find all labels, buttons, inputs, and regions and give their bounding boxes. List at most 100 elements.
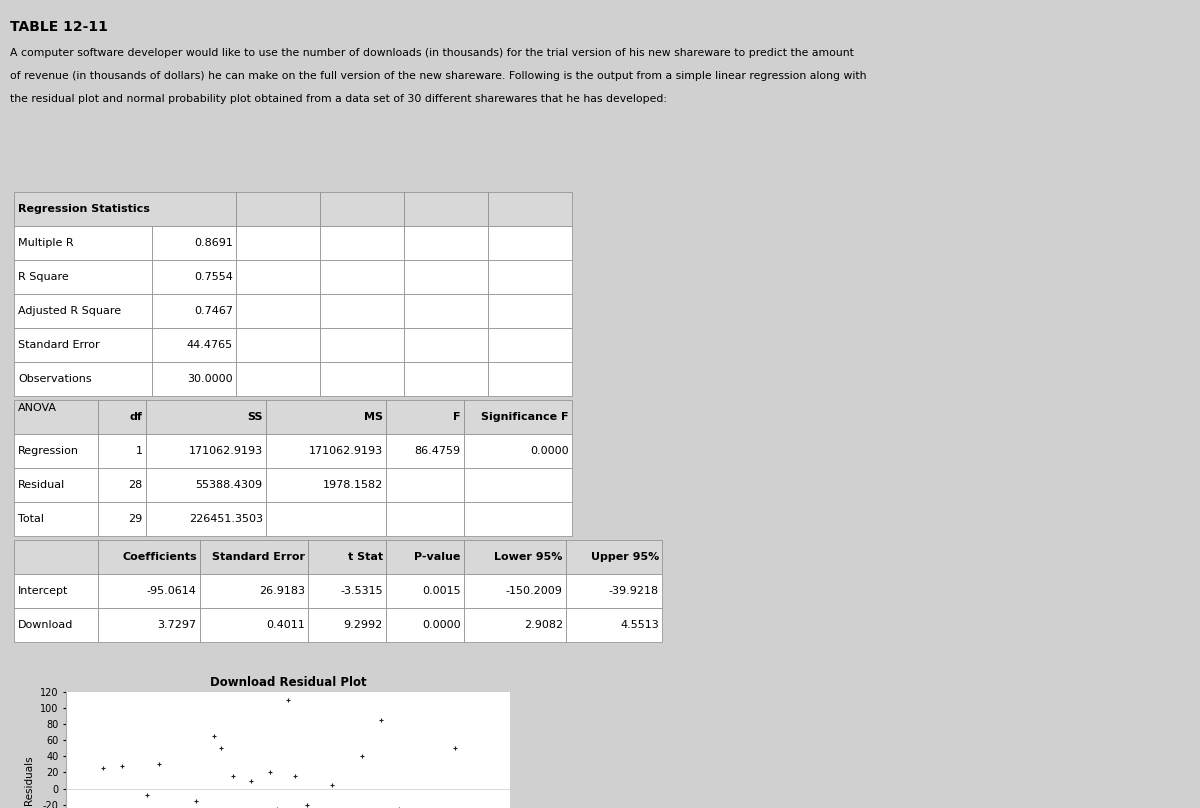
Bar bbox=[320, 192, 404, 226]
Bar bbox=[200, 574, 308, 608]
Point bbox=[323, 778, 342, 791]
Bar bbox=[98, 400, 146, 434]
Text: -39.9218: -39.9218 bbox=[608, 586, 659, 595]
Bar bbox=[14, 294, 152, 328]
Point bbox=[296, 798, 316, 808]
Bar bbox=[236, 260, 320, 294]
Bar bbox=[146, 400, 266, 434]
Bar bbox=[200, 540, 308, 574]
Text: TABLE 12-11: TABLE 12-11 bbox=[10, 20, 108, 34]
Bar bbox=[320, 362, 404, 396]
Text: Total: Total bbox=[18, 514, 44, 524]
Bar bbox=[14, 226, 152, 260]
Point bbox=[211, 742, 230, 755]
Bar bbox=[152, 294, 236, 328]
Text: A computer software developer would like to use the number of downloads (in thou: A computer software developer would like… bbox=[10, 48, 853, 58]
Text: 2.9082: 2.9082 bbox=[523, 620, 563, 629]
Bar bbox=[308, 574, 386, 608]
Bar bbox=[464, 468, 572, 502]
Bar bbox=[488, 328, 572, 362]
Bar bbox=[14, 502, 98, 536]
Bar bbox=[488, 226, 572, 260]
Bar bbox=[566, 540, 662, 574]
Bar bbox=[98, 468, 146, 502]
Bar bbox=[98, 502, 146, 536]
Text: Regression Statistics: Regression Statistics bbox=[18, 204, 150, 214]
Bar bbox=[464, 400, 572, 434]
Bar bbox=[14, 192, 236, 226]
Point bbox=[223, 770, 242, 783]
Bar bbox=[320, 226, 404, 260]
Bar bbox=[266, 468, 386, 502]
Bar bbox=[488, 362, 572, 396]
Text: 55388.4309: 55388.4309 bbox=[196, 480, 263, 490]
Text: 44.4765: 44.4765 bbox=[187, 340, 233, 350]
Bar bbox=[236, 226, 320, 260]
Bar bbox=[266, 400, 386, 434]
Text: 0.0015: 0.0015 bbox=[422, 586, 461, 595]
Bar bbox=[464, 502, 572, 536]
Text: SS: SS bbox=[247, 412, 263, 422]
Bar bbox=[236, 294, 320, 328]
Bar bbox=[14, 574, 98, 608]
Text: 0.7554: 0.7554 bbox=[194, 272, 233, 282]
Bar bbox=[14, 434, 98, 468]
Bar bbox=[464, 540, 566, 574]
Text: Significance F: Significance F bbox=[481, 412, 569, 422]
Text: Download: Download bbox=[18, 620, 73, 629]
Bar bbox=[404, 294, 488, 328]
Bar bbox=[566, 574, 662, 608]
Bar bbox=[404, 192, 488, 226]
Bar bbox=[14, 400, 98, 434]
Point bbox=[204, 730, 223, 743]
Text: Observations: Observations bbox=[18, 374, 91, 384]
Point bbox=[138, 789, 157, 802]
Text: Intercept: Intercept bbox=[18, 586, 68, 595]
Text: 171062.9193: 171062.9193 bbox=[308, 446, 383, 456]
Bar bbox=[404, 226, 488, 260]
Text: 0.8691: 0.8691 bbox=[194, 238, 233, 248]
Text: 0.7467: 0.7467 bbox=[194, 306, 233, 316]
Point bbox=[94, 762, 113, 775]
Text: 0.4011: 0.4011 bbox=[266, 620, 305, 629]
Bar bbox=[152, 362, 236, 396]
Bar bbox=[14, 468, 98, 502]
Text: Coefficients: Coefficients bbox=[122, 552, 197, 562]
Point bbox=[445, 742, 464, 755]
Bar bbox=[152, 226, 236, 260]
Text: 28: 28 bbox=[128, 480, 143, 490]
Bar bbox=[146, 468, 266, 502]
Bar bbox=[464, 608, 566, 642]
Bar bbox=[320, 328, 404, 362]
Y-axis label: Residuals: Residuals bbox=[24, 755, 34, 806]
Bar bbox=[386, 400, 464, 434]
Bar bbox=[236, 328, 320, 362]
Bar bbox=[464, 574, 566, 608]
Text: Multiple R: Multiple R bbox=[18, 238, 73, 248]
Text: 26.9183: 26.9183 bbox=[259, 586, 305, 595]
Text: 4.5513: 4.5513 bbox=[620, 620, 659, 629]
Bar bbox=[386, 540, 464, 574]
Text: 3.7297: 3.7297 bbox=[157, 620, 197, 629]
Text: Standard Error: Standard Error bbox=[18, 340, 100, 350]
Bar bbox=[386, 502, 464, 536]
Point bbox=[353, 750, 372, 763]
Bar bbox=[320, 294, 404, 328]
Point bbox=[278, 693, 298, 706]
Text: P-value: P-value bbox=[414, 552, 461, 562]
Text: R Square: R Square bbox=[18, 272, 68, 282]
Text: Standard Error: Standard Error bbox=[212, 552, 305, 562]
Point bbox=[186, 794, 205, 807]
Text: 29: 29 bbox=[128, 514, 143, 524]
Bar bbox=[98, 434, 146, 468]
Point bbox=[112, 760, 131, 772]
Bar bbox=[266, 434, 386, 468]
Text: 1: 1 bbox=[136, 446, 143, 456]
Bar bbox=[146, 434, 266, 468]
Text: Lower 95%: Lower 95% bbox=[494, 552, 563, 562]
Bar bbox=[404, 362, 488, 396]
Bar bbox=[566, 608, 662, 642]
Text: df: df bbox=[130, 412, 143, 422]
Text: Residual: Residual bbox=[18, 480, 65, 490]
Bar bbox=[386, 468, 464, 502]
